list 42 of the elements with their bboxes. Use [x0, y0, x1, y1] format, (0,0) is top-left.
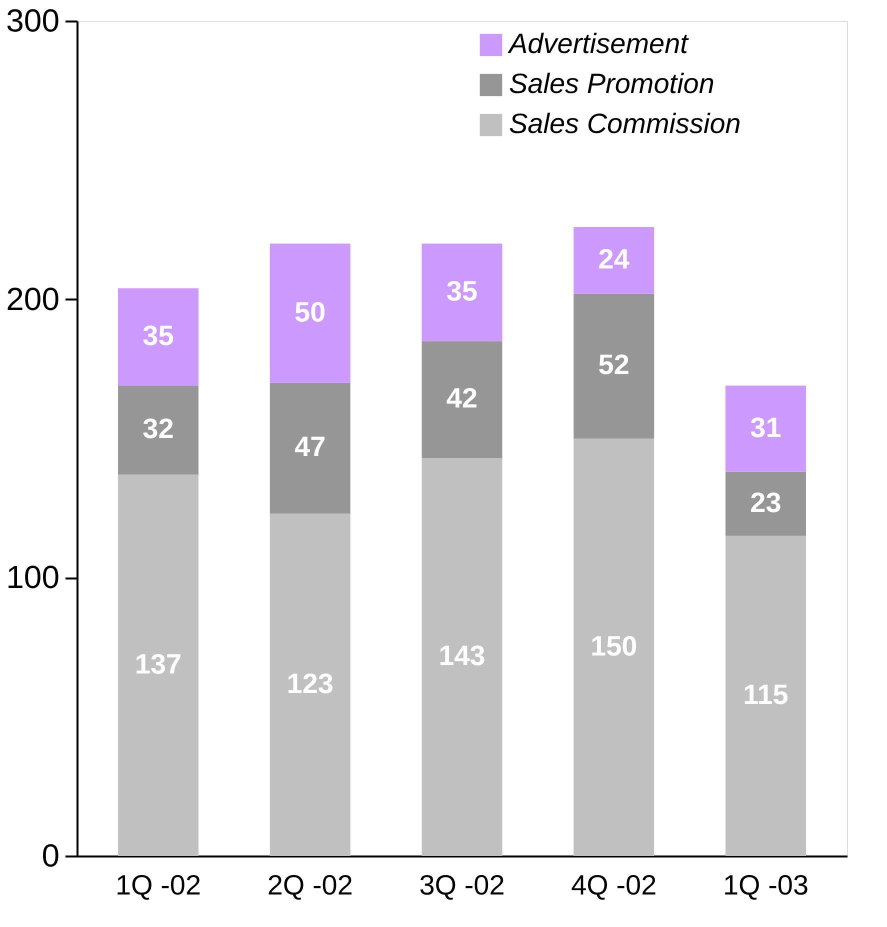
data-label: 35	[446, 275, 478, 306]
data-label: 115	[743, 678, 788, 710]
x-tick-label: 2Q -02	[267, 870, 353, 900]
y-tick-label: 300	[6, 2, 60, 38]
data-label: 32	[142, 413, 174, 444]
bar	[574, 226, 654, 294]
x-tick-label: 3Q -02	[419, 870, 505, 900]
legend-label: Sales Commission	[509, 108, 741, 139]
bar	[574, 294, 654, 438]
data-label: 35	[142, 320, 174, 351]
bar	[726, 472, 806, 536]
x-tick-label: 4Q -02	[571, 870, 657, 900]
x-tick-label: 1Q -03	[722, 870, 809, 900]
data-label: 24	[598, 243, 630, 274]
data-label: 47	[294, 431, 326, 462]
y-tick-label: 200	[6, 280, 60, 317]
bar	[726, 536, 806, 856]
data-label: 31	[750, 412, 782, 443]
data-label: 42	[446, 382, 478, 414]
bar	[270, 382, 350, 514]
bar	[270, 514, 350, 856]
data-label: 52	[598, 349, 630, 380]
bar	[118, 386, 198, 475]
data-label: 143	[438, 640, 486, 671]
data-label: 23	[750, 486, 782, 518]
y-tick-label: 100	[6, 559, 60, 596]
data-label: 150	[590, 630, 638, 662]
bar	[422, 458, 502, 856]
legend-label: Sales Promotion	[509, 68, 714, 99]
bar	[422, 341, 502, 458]
y-tick-label: 0	[42, 838, 60, 874]
data-label: 123	[286, 668, 334, 699]
bar	[574, 438, 654, 856]
bar	[118, 474, 198, 856]
bar	[118, 288, 198, 386]
bar	[726, 386, 806, 472]
x-tick-label: 1Q -02	[115, 870, 202, 900]
data-label: 50	[294, 296, 326, 328]
bar	[422, 244, 502, 342]
legend-label: Advertisement	[507, 28, 690, 59]
data-label: 137	[134, 648, 182, 680]
bar	[270, 244, 350, 383]
